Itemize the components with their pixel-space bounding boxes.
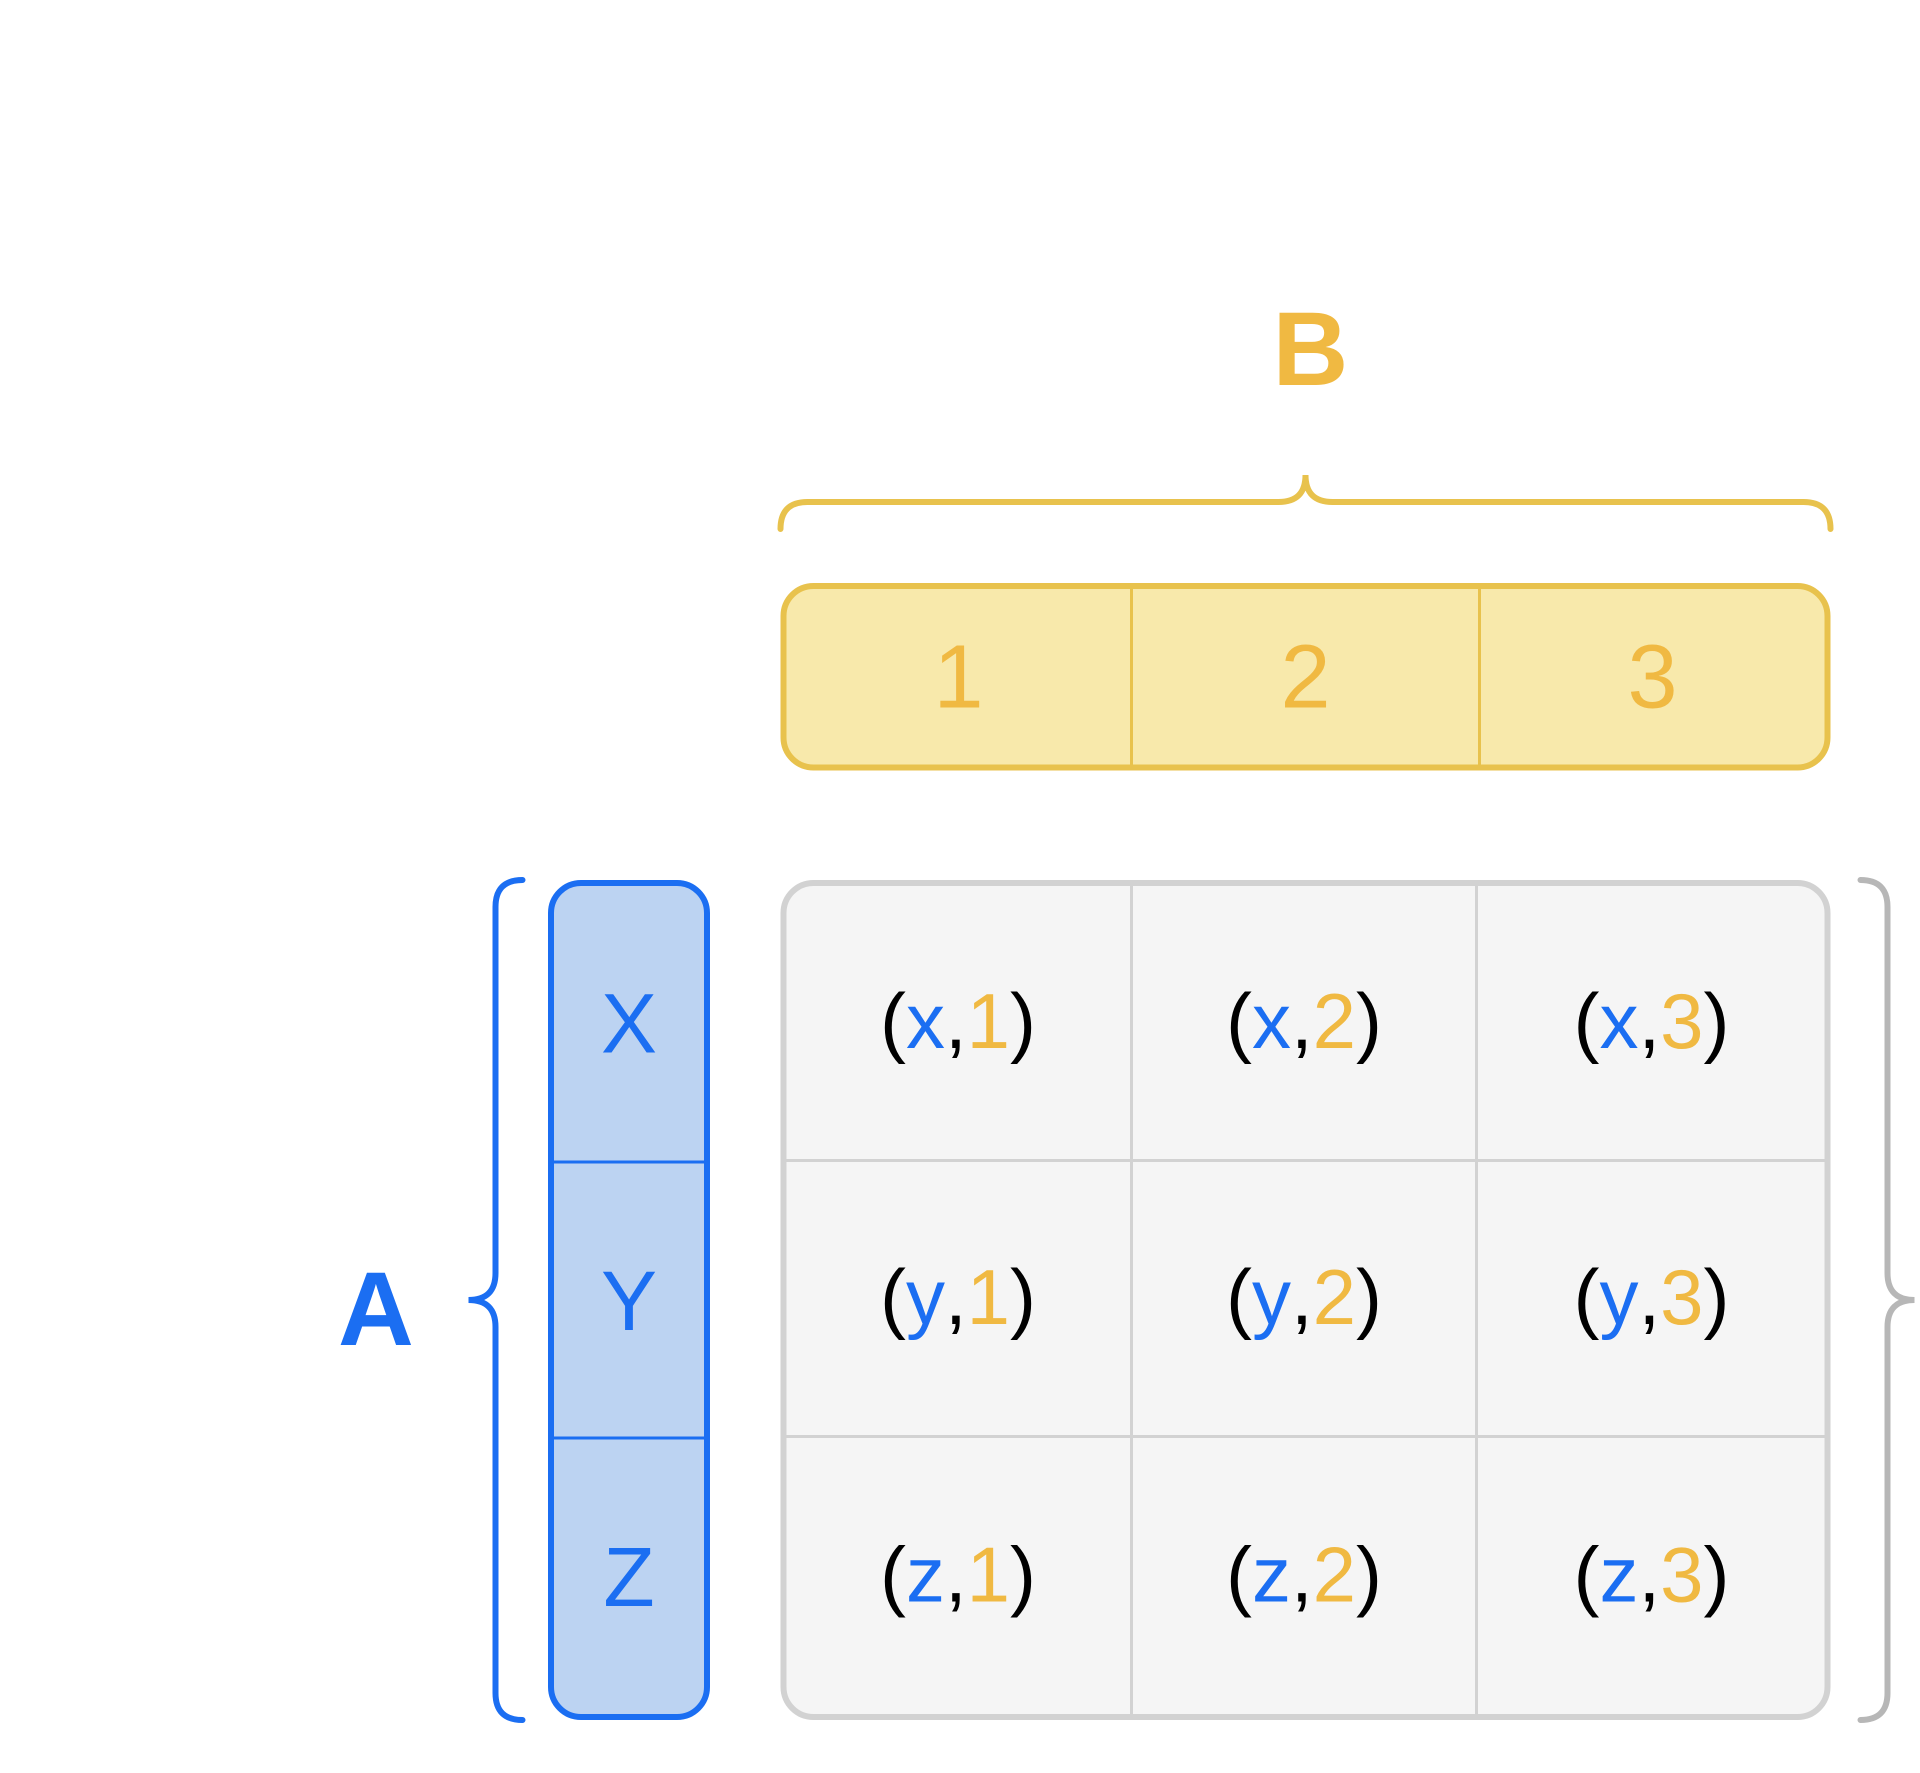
set-a-cell: Z	[554, 1440, 704, 1714]
product-grid: (x,1)(x,2)(x,3) (y,1)(y,2)(y,3) (z,1)(z,2)…	[781, 880, 1831, 1720]
product-cell: (x,3)	[1478, 886, 1824, 1162]
set-b-cell: 2	[1133, 589, 1480, 765]
set-b-cell: 1	[787, 589, 1134, 765]
set-b-row: 123	[781, 583, 1831, 771]
product-cell: (z,1)	[787, 1438, 1133, 1714]
product-cell: (z,3)	[1478, 1438, 1824, 1714]
product-brace	[1861, 880, 1920, 1720]
set-a-label: A	[338, 1249, 414, 1369]
product-cell: (x,2)	[1132, 886, 1478, 1162]
product-cell: (z,2)	[1132, 1438, 1478, 1714]
set-a-cell: X	[554, 886, 704, 1163]
set-b-label: B	[1273, 289, 1349, 409]
set-b-cell: 3	[1480, 589, 1824, 765]
set-a-cell: Y	[554, 1163, 704, 1440]
product-cell: (y,2)	[1132, 1162, 1478, 1438]
product-cell: (y,1)	[787, 1162, 1133, 1438]
product-cell: (y,3)	[1478, 1162, 1824, 1438]
set-a-brace	[433, 880, 523, 1720]
set-b-brace	[781, 424, 1831, 529]
set-a-column: XYZ	[548, 880, 710, 1720]
product-cell: (x,1)	[787, 886, 1133, 1162]
